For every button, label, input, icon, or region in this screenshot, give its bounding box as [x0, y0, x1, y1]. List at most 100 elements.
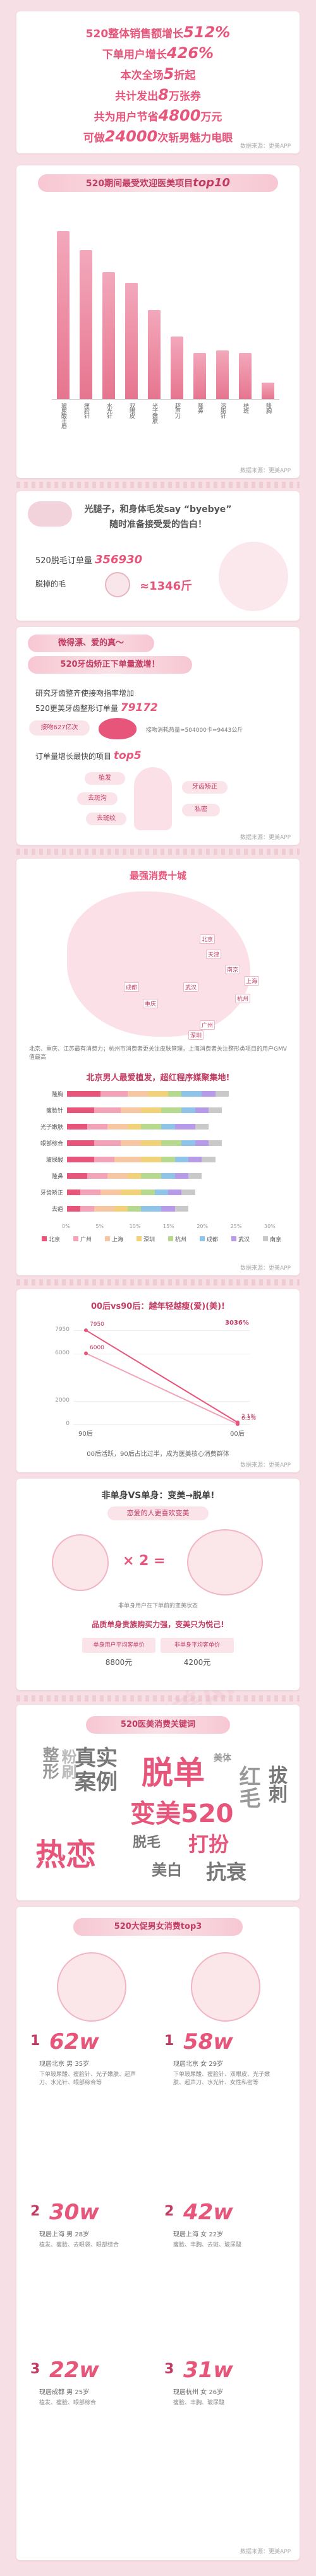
person-city: 现居杭州 女 26岁 — [173, 2389, 224, 2396]
rank-number: 3 — [30, 2361, 40, 2377]
city-bar-segment — [174, 1157, 188, 1162]
spend-value: 58w — [183, 2029, 233, 2054]
gen-point — [84, 1328, 88, 1332]
top10-category-label: 双眼皮 — [128, 403, 135, 418]
city-bar-segment — [114, 1157, 142, 1162]
single-label-b: 非单身平均客单价 — [161, 1638, 234, 1653]
city-bar-segment — [195, 1124, 209, 1130]
single-value-a: 8800元 — [105, 1658, 133, 1667]
keyword: 红毛 — [235, 1765, 260, 1808]
rank-number: 1 — [164, 2033, 174, 2049]
gen-x-label: 00后 — [230, 1431, 245, 1438]
legend-swatch — [263, 1236, 268, 1241]
spend-value: 42w — [183, 2200, 233, 2225]
spend-value: 30w — [49, 2200, 99, 2225]
city-bar-segment — [141, 1124, 162, 1130]
city-bar-segment — [128, 1124, 142, 1130]
y-tick: 6000 — [55, 1349, 70, 1356]
city-bar-segment — [174, 1206, 188, 1212]
keyword: 整形 — [40, 1746, 59, 1779]
city-bar-segment — [188, 1157, 202, 1162]
city-bar-segment — [100, 1190, 121, 1195]
single-panel: 非单身VS单身：变美→脱单! 恋爱的人更喜欢变美 × 2 = 非单身用户在下单前… — [16, 1479, 300, 1690]
city-bar-segment — [121, 1190, 142, 1195]
city-bar-segment — [209, 1107, 222, 1113]
single-label-a: 单身用户平均客单价 — [82, 1638, 155, 1653]
city-bar-segment — [67, 1107, 94, 1113]
city-x-tick: 5% — [95, 1224, 104, 1229]
single-value-b: 4200元 — [183, 1658, 211, 1667]
city-bar-segment — [141, 1157, 162, 1162]
city-bar-segment — [195, 1107, 209, 1113]
city-bar-segment — [67, 1140, 94, 1146]
hero-eyes: 可做24000次斩男魅力电眼 — [83, 128, 233, 145]
top10-category-label: 水光针 — [106, 403, 112, 418]
city-bar-segment — [174, 1124, 195, 1130]
map-city-label: 重庆 — [143, 999, 159, 1008]
hair-line1: 光腿子，和身体毛发say “byebye” — [84, 504, 232, 515]
spend-value: 22w — [49, 2358, 99, 2383]
city-bar-segment — [161, 1124, 175, 1130]
city-bar-segment — [161, 1206, 175, 1212]
top10-bar — [57, 231, 70, 399]
source-note: 数据来源：更美APP — [240, 835, 291, 841]
divider — [16, 1695, 300, 1702]
top10-category-label: 瘦脸针 — [83, 403, 89, 418]
city-bar-segment — [87, 1173, 107, 1179]
person-desc: 植发、瘦脸、去眼袋、眼部综合 — [39, 2242, 119, 2248]
top3-panel: 520大促男女消费top3 1 62w 现居北京 男 35岁 下单玻尿酸、瘦脸针、光子… — [16, 1907, 300, 2560]
hair-ball-icon — [105, 572, 130, 597]
top5-item: 去斑纹 — [86, 813, 126, 825]
city-bar-segment — [128, 1206, 142, 1212]
spend-value: 31w — [183, 2358, 233, 2383]
teeth-line2: 520牙齿矫正下单量激增！ — [28, 656, 192, 674]
legend-swatch — [42, 1236, 47, 1241]
gridline — [73, 1424, 250, 1425]
x-axis-line — [52, 399, 279, 400]
legend-label: 深圳 — [143, 1237, 155, 1243]
spend-value: 62w — [49, 2029, 99, 2054]
legend-swatch — [168, 1236, 173, 1241]
city-x-tick: 30% — [264, 1224, 276, 1229]
top5-heading: 订单量增长最快的项目 top5 — [35, 749, 142, 762]
city-category-label: 光子嫩肤 — [40, 1124, 63, 1131]
keyword: 美体 — [214, 1753, 231, 1763]
silhouette-icon — [134, 767, 172, 830]
city-bar-segment — [181, 1107, 195, 1113]
top10-bar — [216, 350, 229, 399]
cities-panel: 最强消费十城 北京 天津 成都 重庆 上海 杭州 南京 广州 深圳 武汉 北京、重庆、江苏最有消费… — [16, 859, 300, 1275]
city-category-label: 隆胸 — [51, 1092, 63, 1098]
city-bar-segment — [181, 1140, 195, 1146]
city-x-tick: 25% — [230, 1224, 242, 1229]
hero-coupons: 共计发出8万张券 — [115, 86, 201, 104]
male-avatar — [57, 1952, 126, 2022]
top10-bar — [102, 271, 115, 399]
top10-bar — [148, 309, 161, 399]
city-bar-segment — [141, 1107, 162, 1113]
city-bar-segment — [107, 1124, 128, 1130]
top10-category-label: 隆胸 — [265, 403, 271, 413]
gen-point — [84, 1351, 88, 1356]
top5-item: 植发 — [85, 772, 125, 785]
city-bar-segment — [141, 1206, 162, 1212]
legend-label: 广州 — [80, 1237, 92, 1243]
gen-top-label: 3036% — [225, 1320, 249, 1327]
legs-icon — [219, 542, 288, 611]
keyword: 脱毛 — [133, 1835, 161, 1851]
city-bar-segment — [168, 1190, 182, 1195]
person-city: 现居上海 女 22岁 — [173, 2231, 224, 2238]
city-bar-segment — [141, 1190, 155, 1195]
top5-item: 私密 — [182, 804, 220, 816]
hair-line2: 随时准备接受爱的告白！ — [109, 520, 207, 530]
keyword: 脱单 — [142, 1755, 205, 1791]
single-title: 非单身VS单身：变美→脱单! — [101, 1491, 215, 1501]
legend-label: 武汉 — [238, 1237, 250, 1243]
gen-series-line — [85, 1352, 238, 1425]
city-x-tick: 10% — [129, 1224, 141, 1229]
keywords-title: 520医美消费关键词 — [86, 1716, 230, 1734]
top5-item: 牙齿矫正 — [182, 781, 228, 794]
person-desc: 植发、瘦脸、眼部综合 — [39, 2400, 97, 2406]
keyword: 粉刷 — [59, 1749, 76, 1779]
city-bar-segment — [67, 1124, 87, 1130]
legend-label: 成都 — [207, 1237, 219, 1243]
